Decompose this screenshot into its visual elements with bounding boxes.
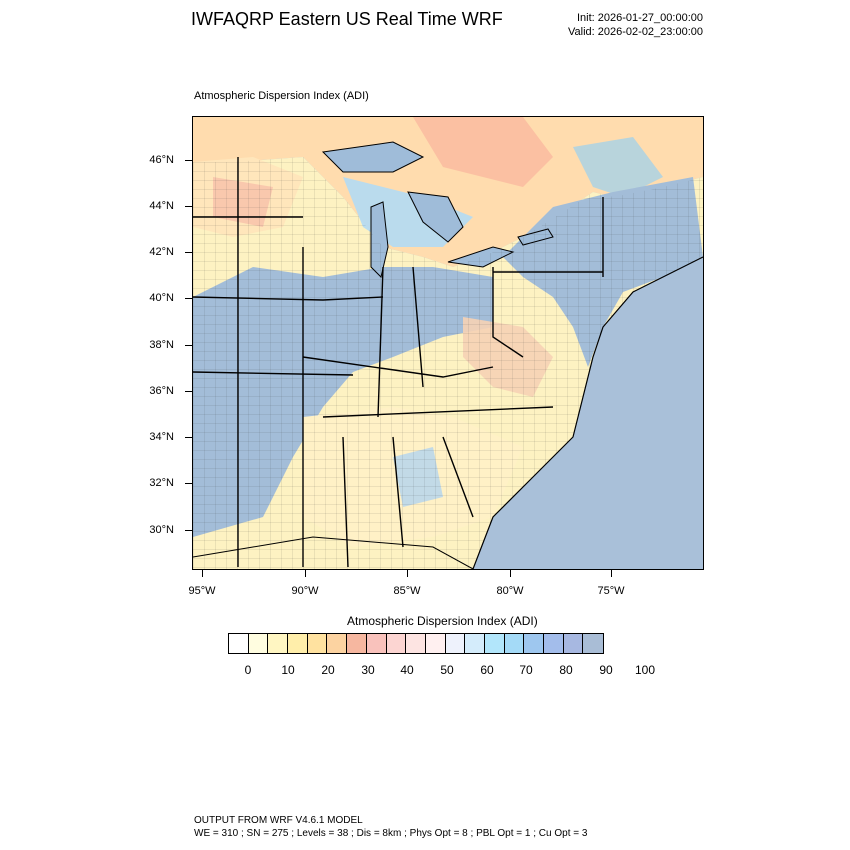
colorbar-swatch [465, 634, 485, 653]
lon-label-75: 75°W [597, 585, 625, 597]
colorbar-swatch [544, 634, 564, 653]
colorbar-swatch [288, 634, 308, 653]
lon-label-95: 95°W [188, 585, 216, 597]
colorbar-swatch [229, 634, 249, 653]
lat-tick [185, 483, 192, 484]
lat-label-42: 42°N [149, 246, 174, 258]
colorbar-swatch [524, 634, 544, 653]
colorbar-swatch [406, 634, 426, 653]
colorbar-swatch [445, 634, 466, 653]
colorbar-label: 60 [480, 663, 494, 677]
colorbar-label: 20 [321, 663, 335, 677]
colorbar-swatch [583, 634, 604, 653]
colorbar-label: 50 [440, 663, 454, 677]
lon-tick [510, 569, 511, 577]
lat-tick [185, 345, 192, 346]
init-time: Init: 2026-01-27_00:00:00 [577, 12, 703, 24]
lat-tick [185, 160, 192, 161]
lon-tick [202, 569, 203, 577]
lat-label-46: 46°N [149, 154, 174, 166]
lat-tick [185, 252, 192, 253]
footer-config: WE = 310 ; SN = 275 ; Levels = 38 ; Dis … [194, 828, 588, 839]
colorbar-swatch [347, 634, 367, 653]
map-svg [193, 117, 703, 569]
adi-map [192, 116, 704, 570]
footer-model: OUTPUT FROM WRF V4.6.1 MODEL [194, 815, 363, 826]
lat-label-34: 34°N [149, 431, 174, 443]
colorbar-label: 70 [519, 663, 533, 677]
lon-label-85: 85°W [393, 585, 421, 597]
lat-tick [185, 206, 192, 207]
colorbar [228, 633, 605, 654]
lat-tick [185, 298, 192, 299]
lon-label-90: 90°W [291, 585, 319, 597]
lat-label-40: 40°N [149, 292, 174, 304]
colorbar-label: 100 [634, 663, 656, 677]
colorbar-swatch [248, 634, 269, 653]
lat-tick [185, 391, 192, 392]
gulf-coastline [193, 536, 474, 569]
colorbar-label: 80 [559, 663, 573, 677]
lat-tick [185, 530, 192, 531]
colorbar-label: 40 [400, 663, 414, 677]
lon-tick [305, 569, 306, 577]
colorbar-title: Atmospheric Dispersion Index (ADI) [347, 614, 538, 628]
colorbar-swatch [307, 634, 328, 653]
lat-label-36: 36°N [149, 385, 174, 397]
colorbar-swatch [366, 634, 387, 653]
colorbar-label: 90 [599, 663, 613, 677]
canada-cool-zone [573, 137, 663, 197]
county-grid [193, 157, 703, 569]
map-subtitle: Atmospheric Dispersion Index (ADI) [194, 90, 369, 102]
lon-tick [407, 569, 408, 577]
colorbar-label: 30 [361, 663, 375, 677]
lat-label-32: 32°N [149, 477, 174, 489]
colorbar-swatch [484, 634, 505, 653]
valid-time: Valid: 2026-02-02_23:00:00 [568, 26, 703, 38]
lat-label-30: 30°N [149, 524, 174, 536]
lat-label-44: 44°N [149, 200, 174, 212]
state-boundaries [193, 157, 604, 568]
atlantic-coastline [472, 256, 703, 569]
colorbar-label: 0 [244, 663, 252, 677]
canada-warm-zone [413, 117, 553, 187]
colorbar-swatch [504, 634, 525, 653]
lat-tick [185, 437, 192, 438]
lake-superior [321, 141, 425, 173]
colorbar-swatch [327, 634, 348, 653]
lat-label-38: 38°N [149, 339, 174, 351]
lon-label-80: 80°W [496, 585, 524, 597]
colorbar-swatch [563, 634, 584, 653]
colorbar-swatch [268, 634, 289, 653]
lake-huron [407, 191, 464, 243]
canada-land [193, 117, 703, 267]
colorbar-swatch [425, 634, 446, 653]
colorbar-label: 10 [281, 663, 295, 677]
colorbar-swatch [386, 634, 407, 653]
figure-title: IWFAQRP Eastern US Real Time WRF [191, 9, 503, 29]
lon-tick [611, 569, 612, 577]
